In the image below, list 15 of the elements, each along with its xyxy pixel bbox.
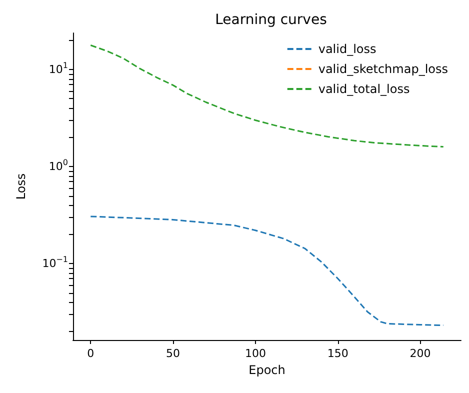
x-tick-label: 100 — [244, 347, 266, 360]
x-tick-label: 50 — [166, 347, 180, 360]
y-tick-label: 10$^{−1}$ — [42, 254, 68, 272]
legend-label: valid_total_loss — [318, 82, 410, 96]
line-series — [90, 216, 444, 326]
x-tick-label: 200 — [410, 347, 431, 360]
x-axis-title: Epoch — [248, 362, 286, 377]
legend-label: valid_loss — [318, 42, 376, 56]
y-axis-title: Loss — [14, 173, 28, 200]
x-tick-label: 150 — [327, 347, 348, 360]
y-tick-label: 10$^{1}$ — [48, 60, 68, 78]
legend-label: valid_sketchmap_loss — [318, 62, 448, 76]
chart-title: Learning curves — [215, 12, 327, 28]
x-tick-label: 0 — [87, 347, 94, 360]
y-tick-label: 10$^{0}$ — [48, 158, 68, 175]
